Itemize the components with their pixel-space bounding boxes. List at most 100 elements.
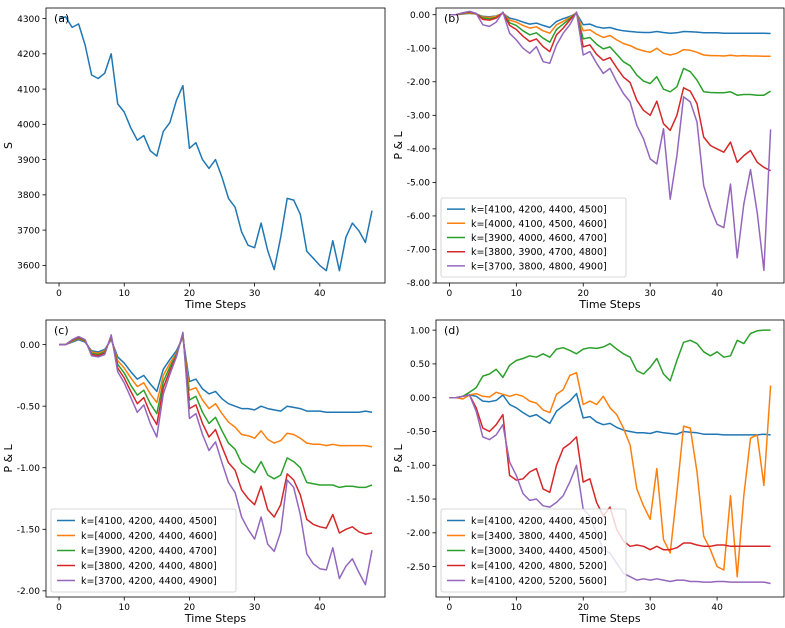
y-tick-label: 0.50 [410,360,430,370]
y-tick-label: -1.00 [17,464,41,474]
x-tick-label: 10 [119,603,131,613]
panel-3: 0 10 20 30 40 1.00 0.50 0.00 -0.50 -1.00 -1.50 -2.0… [392,319,785,625]
x-tick-label: 40 [711,603,723,613]
y-tick-label: -3.00 [407,112,431,122]
legend-box [50,508,237,593]
legend-label: k=[3900, 4200, 4400, 4700] [81,546,217,557]
legend-label: k=[4100, 4200, 4400, 4500] [471,516,607,527]
y-tick-label: 3700 [17,226,40,236]
y-tick-label: -5.00 [407,179,431,189]
series-line-0 [58,16,373,272]
legend-label: k=[3000, 3400, 4400, 4500] [471,546,607,557]
x-tick-label: 10 [511,603,523,613]
legend-label: k=[4100, 4200, 4400, 4500] [471,205,607,216]
series-line-2 [449,329,771,399]
x-tick-label: 20 [578,289,590,299]
y-tick-label: 3800 [17,191,40,201]
legend-box [440,508,627,593]
y-axis-label: S [2,142,15,149]
y-tick-label: 0.00 [410,394,430,404]
x-tick-label: 40 [314,603,326,613]
y-tick-label: 4200 [17,50,40,60]
panel-label: (a) [54,12,69,25]
y-tick-label: -2.00 [17,587,41,597]
series-line-4 [449,10,772,272]
x-axis-label: Time Steps [184,298,246,311]
series-line-3 [449,394,771,551]
y-tick-label: -1.50 [407,495,431,505]
x-tick-label: 20 [184,289,196,299]
panel-2: 0 10 20 30 40 0.00 -0.50 -1.00 -1.50 -2.00 Time St… [2,319,386,625]
x-tick-label: 0 [447,603,453,613]
x-axis-label: Time Steps [578,612,640,625]
x-tick-label: 20 [184,603,196,613]
series-line-2 [449,11,771,96]
y-tick-label: -0.50 [407,428,431,438]
legend: k=[4100, 4200, 4400, 4500] k=[4000, 4100,… [440,197,627,278]
y-axis-label: P & L [392,443,405,472]
series-line-1 [449,371,772,578]
legend-label: k=[3800, 3900, 4700, 4800] [471,247,607,258]
panel-label: (c) [54,324,69,337]
x-tick-label: 40 [711,289,723,299]
axes-frame [435,319,785,598]
series-line-2 [59,334,373,489]
series-line-4 [59,331,373,586]
y-tick-label: 1.00 [410,326,430,336]
x-tick-label: 30 [644,289,656,299]
y-tick-label: -2.00 [407,529,431,539]
y-tick-label: -0.50 [17,402,41,412]
legend-box [440,197,627,278]
axes-frame [45,319,386,598]
legend-label: k=[4000, 4200, 4400, 4600] [81,531,217,542]
x-tick-label: 10 [119,289,131,299]
panel-1: 0 10 20 30 40 0.00 -1.00 -2.00 -3.00 -4.00 -5.00 -6… [392,7,785,311]
x-tick-label: 30 [644,603,656,613]
legend-label: k=[3800, 4200, 4400, 4800] [81,561,217,572]
y-tick-label: -1.00 [407,44,431,54]
axes-frame [45,7,386,284]
x-tick-label: 40 [314,289,326,299]
y-tick-label: 3900 [17,156,40,166]
y-axis-label: P & L [392,130,405,159]
legend: k=[4100, 4200, 4400, 4500] k=[4000, 4200,… [50,508,237,593]
y-tick-label: -4.00 [407,145,431,155]
x-tick-label: 0 [56,289,62,299]
x-tick-label: 30 [249,603,261,613]
legend-label: k=[4100, 4200, 4400, 4500] [81,516,217,527]
x-axis-label: Time Steps [184,612,246,625]
x-tick-label: 10 [511,289,523,299]
y-tick-label: -2.00 [407,78,431,88]
y-tick-label: -6.00 [407,212,431,222]
x-tick-label: 0 [56,603,62,613]
panel-label: (d) [444,324,460,337]
legend-label: k=[3700, 4200, 4400, 4900] [81,576,217,587]
y-tick-label: 4300 [17,15,40,25]
x-tick-label: 0 [447,289,453,299]
legend-label: k=[4000, 4100, 4500, 4600] [471,219,607,230]
legend: k=[4100, 4200, 4400, 4500] k=[3400, 3800,… [440,508,627,593]
legend-label: k=[3700, 3800, 4800, 4900] [471,261,607,272]
legend-label: k=[4100, 4200, 5200, 5600] [471,576,607,587]
legend-label: k=[3400, 3800, 4400, 4500] [471,531,607,542]
y-tick-label: -1.50 [17,525,41,535]
series-line-3 [59,332,373,535]
axes-frame [435,7,785,284]
panel-0: 0 10 20 30 40 3600 3700 3800 3900 4000 4100 4200 430… [2,7,386,311]
y-tick-label: -7.00 [407,246,431,256]
y-tick-label: 3600 [17,262,40,272]
y-tick-label: 0.00 [410,11,430,21]
y-tick-label: -1.00 [407,461,431,471]
y-tick-label: -2.50 [407,563,431,573]
legend-label: k=[4100, 4200, 4800, 5200] [471,561,607,572]
y-tick-label: 4000 [17,121,40,131]
x-axis-label: Time Steps [578,298,640,311]
x-tick-label: 30 [249,289,261,299]
series-line-0 [449,392,771,436]
y-axis-label: P & L [2,443,15,472]
x-tick-label: 20 [578,603,590,613]
panel-label: (b) [444,12,460,25]
y-tick-label: 4100 [17,85,40,95]
y-tick-label: 0.00 [20,341,40,351]
